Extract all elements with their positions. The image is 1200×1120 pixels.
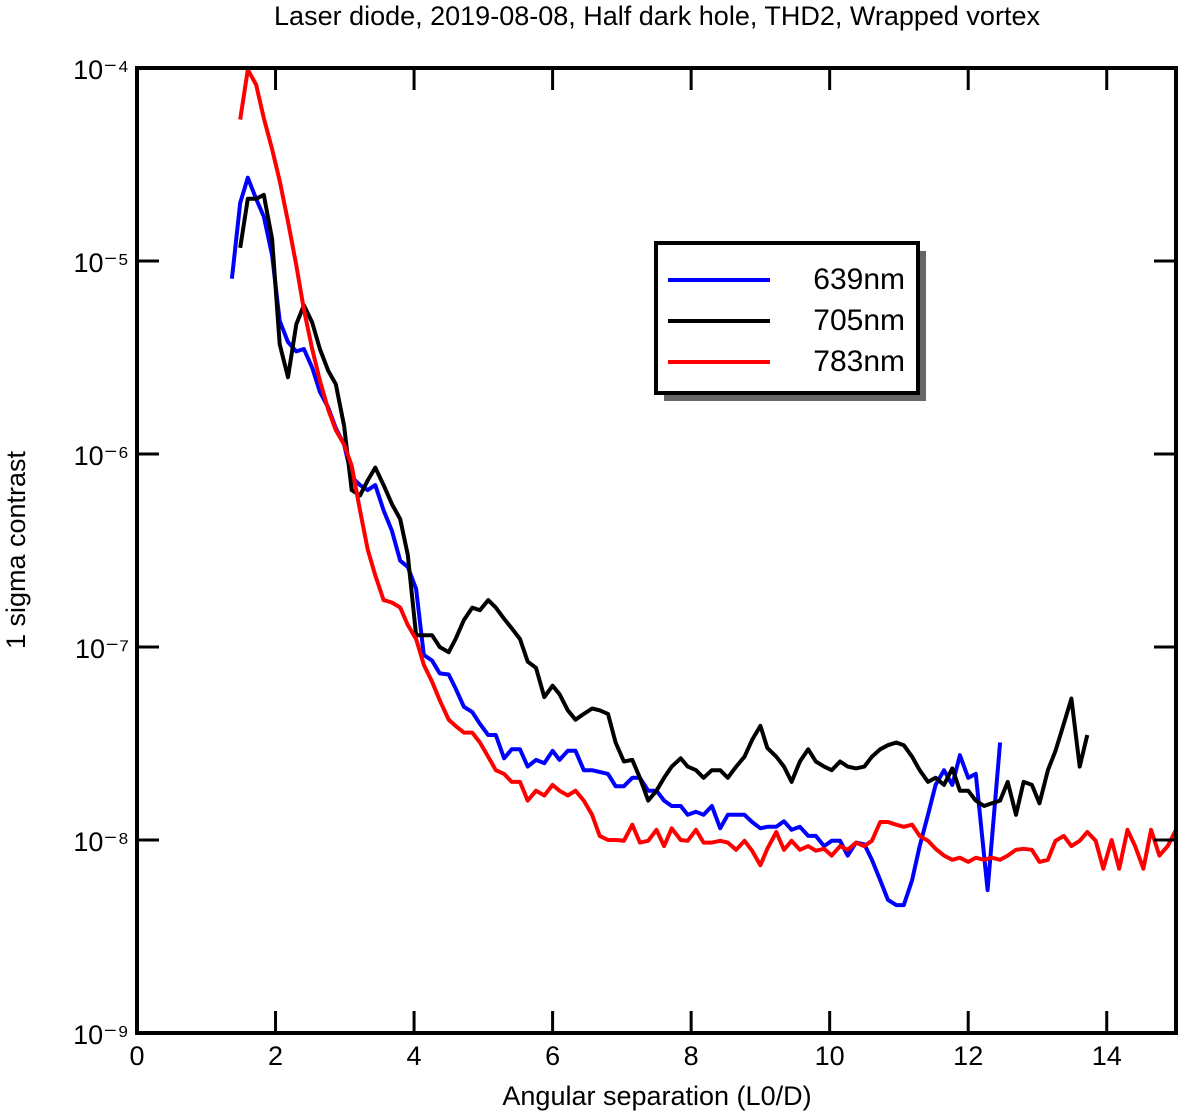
x-tick-label: 14 — [1092, 1041, 1122, 1071]
x-tick-label: 0 — [129, 1041, 144, 1071]
y-axis-label: 1 sigma contrast — [1, 450, 31, 649]
y-tick-label: 10⁻⁵ — [74, 248, 129, 278]
x-tick-label: 12 — [953, 1041, 983, 1071]
y-tick-label: 10⁻⁸ — [73, 827, 129, 857]
x-tick-label: 8 — [684, 1041, 699, 1071]
plot-frame — [135, 66, 1178, 1035]
x-tick-label: 10 — [815, 1041, 845, 1071]
legend-label: 705nm — [813, 304, 905, 337]
line-series — [229, 175, 1003, 908]
y-tick-label: 10⁻⁴ — [73, 55, 129, 85]
x-tick-label: 2 — [268, 1041, 283, 1071]
x-axis-label: Angular separation (L0/D) — [502, 1081, 811, 1111]
y-tick-label: 10⁻⁹ — [73, 1020, 129, 1050]
line-series — [238, 68, 1176, 871]
plot-area — [229, 68, 1176, 908]
legend-label: 639nm — [813, 263, 905, 296]
legend — [654, 241, 920, 395]
y-tick-label: 10⁻⁷ — [75, 634, 129, 664]
line-series — [238, 192, 1090, 817]
x-tick-label: 6 — [545, 1041, 560, 1071]
chart-title: Laser diode, 2019-08-08, Half dark hole,… — [274, 1, 1040, 31]
y-tick-label: 10⁻⁶ — [74, 441, 129, 471]
x-tick-label: 4 — [407, 1041, 422, 1071]
legend-label: 783nm — [813, 345, 905, 378]
